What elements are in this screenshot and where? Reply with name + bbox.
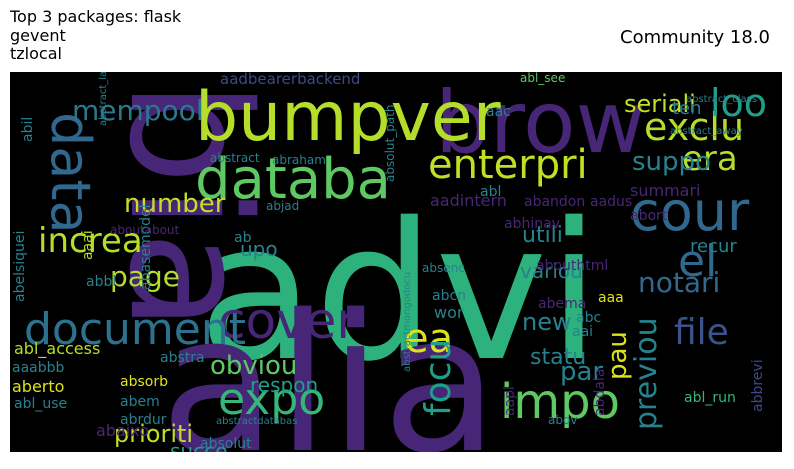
word-67: abcn — [432, 288, 466, 304]
word-36: succe — [170, 439, 227, 452]
word-70: abort — [630, 208, 668, 224]
word-2: bia — [93, 80, 285, 332]
word-48: abl_access — [14, 339, 100, 359]
word-73: abjad — [266, 199, 299, 213]
word-19: focu — [418, 339, 459, 416]
word-25: obviou — [210, 351, 297, 381]
word-78: aac — [486, 104, 511, 120]
word-54: absorb — [120, 374, 168, 390]
word-15: ea — [404, 316, 453, 362]
word-50: aberto — [12, 377, 64, 396]
word-42: abasemodel — [138, 204, 154, 290]
word-31: pau — [603, 331, 633, 380]
word-6: data — [39, 112, 102, 234]
word-82: absolut_path — [383, 105, 397, 183]
word-64: aai — [572, 324, 593, 340]
cloud-background — [10, 72, 782, 452]
word-52: abrdur — [120, 412, 167, 428]
word-35: respon — [250, 373, 318, 397]
word-57: absolut — [200, 436, 252, 452]
word-86: abstractmongodocu — [402, 272, 413, 372]
word-84: abstract_away — [670, 126, 743, 137]
title-line-3: tzlocal — [10, 44, 62, 63]
chart-title-left: Top 3 packages: flask gevent tzlocal — [10, 7, 182, 64]
word-9: cour — [630, 180, 750, 243]
word-14: exclu — [644, 105, 744, 149]
word-18: file — [674, 312, 729, 353]
word-37: summari — [630, 181, 700, 200]
word-32: par — [560, 357, 603, 387]
word-66: abema — [538, 296, 586, 312]
word-11: impo — [500, 374, 620, 430]
word-38: aadintern — [430, 191, 507, 210]
word-75: aaai — [80, 230, 96, 260]
word-27: prioriti — [114, 420, 193, 448]
word-30: aadbearerbackend — [220, 72, 360, 88]
word-53: abem — [120, 394, 160, 410]
title-line-2: gevent — [10, 25, 66, 45]
word-12: increa — [38, 221, 143, 261]
word-85: abstractdatabas — [216, 416, 297, 427]
word-65: aaa — [598, 290, 624, 306]
word-7: cover — [218, 292, 357, 350]
word-56: abaixo — [96, 421, 149, 440]
word-81: abraham — [272, 153, 326, 167]
word-62: abov — [548, 413, 577, 427]
word-44: utili — [522, 223, 563, 248]
word-80: abstract — [210, 151, 260, 165]
word-63: abc — [576, 310, 601, 326]
word-26: notari — [638, 266, 720, 299]
word-17: el — [678, 236, 717, 287]
word-1: alia — [160, 274, 498, 452]
word-8: document — [24, 304, 246, 355]
word-16: loo — [710, 81, 767, 125]
word-28: suppo — [632, 147, 711, 177]
title-line-1: Top 3 packages: flask — [10, 7, 182, 26]
word-47: ten — [672, 98, 702, 119]
word-71: abl — [480, 184, 501, 200]
word-23: page — [110, 260, 180, 293]
chart-title-right: Community 18.0 — [620, 27, 770, 48]
word-68: absenc — [422, 261, 465, 275]
word-39: abandon — [524, 194, 585, 210]
word-55: abstra — [160, 350, 205, 366]
word-72: ab — [234, 230, 252, 246]
word-5: databa — [195, 147, 391, 212]
word-45: upo — [240, 237, 278, 261]
word-40: aadus — [590, 194, 632, 210]
word-74: aboutabout — [110, 223, 180, 237]
word-51: abl_use — [14, 396, 67, 412]
word-76: abbl — [86, 274, 116, 290]
word-24: number — [124, 189, 226, 219]
word-0: advi — [198, 182, 600, 403]
word-3: brow — [435, 73, 646, 173]
word-77: wor — [434, 303, 464, 322]
word-46: recur — [690, 236, 737, 257]
word-60: abdala — [592, 369, 608, 416]
word-61: aapl — [502, 386, 518, 416]
word-89: abstract_layer — [98, 72, 109, 126]
word-69: abhinav — [504, 216, 560, 232]
word-22: era — [682, 139, 738, 179]
word-29: seriali — [624, 90, 696, 118]
word-41: abelsiquei — [12, 231, 28, 302]
word-59: abbrevi — [750, 359, 766, 412]
word-21: previou — [629, 317, 664, 430]
word-13: expo — [218, 374, 325, 425]
word-20: mempool — [72, 94, 204, 127]
word-43: variou — [520, 259, 583, 283]
word-33: new — [522, 308, 572, 336]
word-79: abl_see — [520, 72, 565, 85]
word-34: statu — [530, 345, 586, 370]
word-10: enterpri — [428, 142, 588, 188]
word-49: aaabbb — [12, 360, 65, 376]
word-58: abl_run — [684, 390, 736, 406]
word-4: bumpver — [195, 78, 501, 157]
word-83: abstract_class — [686, 94, 757, 105]
word-87: abil — [20, 117, 36, 142]
word-88: abouthtml — [536, 258, 608, 274]
